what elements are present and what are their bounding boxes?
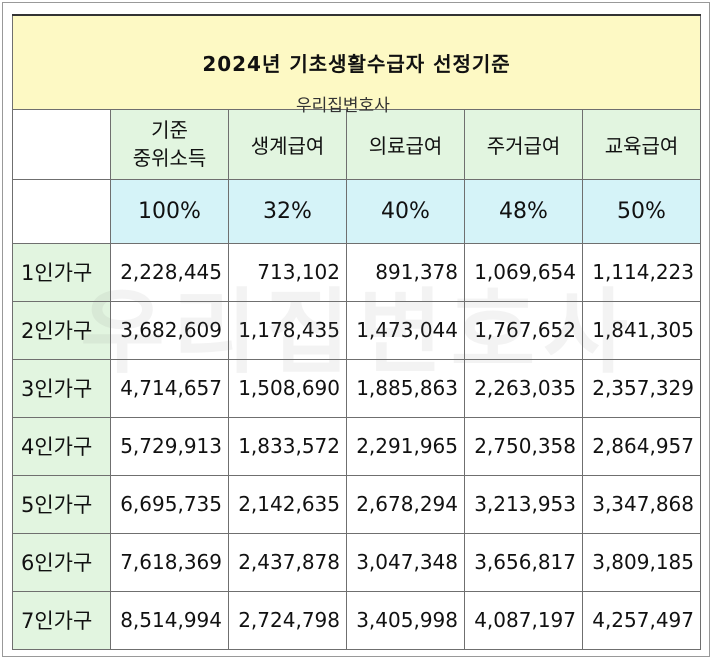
value-cell: 1,178,435 bbox=[228, 300, 347, 360]
household-label: 7인가구 bbox=[12, 590, 111, 650]
value-cell: 8,514,994 bbox=[110, 590, 229, 650]
header-livelihood: 생계급여 bbox=[228, 108, 347, 180]
header-median-line2: 중위소득 bbox=[132, 146, 207, 170]
value-cell: 5,729,913 bbox=[110, 416, 229, 476]
percent-row-label bbox=[12, 178, 111, 244]
value-cell: 4,257,497 bbox=[581, 590, 702, 650]
table-row: 3인가구 4,714,657 1,508,690 1,885,863 2,263,035… bbox=[12, 358, 702, 418]
value-cell: 1,508,690 bbox=[228, 358, 347, 418]
value-cell: 891,378 bbox=[346, 242, 465, 302]
percent-livelihood: 32% bbox=[228, 178, 347, 244]
value-cell: 2,437,878 bbox=[228, 532, 347, 592]
header-median-line1: 기준 bbox=[151, 118, 188, 142]
value-cell: 4,087,197 bbox=[464, 590, 583, 650]
watermark-caption: 우리집변호사 bbox=[296, 96, 390, 116]
value-cell: 1,473,044 bbox=[346, 300, 465, 360]
household-label: 5인가구 bbox=[12, 474, 111, 534]
table-row: 5인가구 6,695,735 2,142,635 2,678,294 3,213,953… bbox=[12, 474, 702, 534]
table-row: 4인가구 5,729,913 1,833,572 2,291,965 2,750,358… bbox=[12, 416, 702, 476]
criteria-table: 2024년 기초생활수급자 선정기준 기준 중위소득 생계급여 의료급여 주거급… bbox=[11, 14, 702, 650]
value-cell: 1,885,863 bbox=[346, 358, 465, 418]
household-label: 3인가구 bbox=[12, 358, 111, 418]
table-row: 7인가구 8,514,994 2,724,798 3,405,998 4,087,197… bbox=[12, 590, 702, 650]
household-label: 6인가구 bbox=[12, 532, 111, 592]
value-cell: 2,291,965 bbox=[346, 416, 465, 476]
header-housing: 주거급여 bbox=[464, 108, 583, 180]
household-label: 4인가구 bbox=[12, 416, 111, 476]
value-cell: 2,357,329 bbox=[581, 358, 702, 418]
value-cell: 2,724,798 bbox=[228, 590, 347, 650]
value-cell: 3,809,185 bbox=[581, 532, 702, 592]
table-row: 1인가구 2,228,445 713,102 891,378 1,069,654 1,11… bbox=[12, 242, 702, 302]
percent-median: 100% bbox=[110, 178, 229, 244]
table-row: 2인가구 3,682,609 1,178,435 1,473,044 1,767,652… bbox=[12, 300, 702, 360]
value-cell: 2,678,294 bbox=[346, 474, 465, 534]
value-cell: 2,142,635 bbox=[228, 474, 347, 534]
value-cell: 3,405,998 bbox=[346, 590, 465, 650]
percent-housing: 48% bbox=[464, 178, 583, 244]
value-cell: 6,695,735 bbox=[110, 474, 229, 534]
table-row: 6인가구 7,618,369 2,437,878 3,047,348 3,656,817… bbox=[12, 532, 702, 592]
value-cell: 1,069,654 bbox=[464, 242, 583, 302]
value-cell: 2,750,358 bbox=[464, 416, 583, 476]
household-label: 2인가구 bbox=[12, 300, 111, 360]
value-cell: 1,833,572 bbox=[228, 416, 347, 476]
household-label: 1인가구 bbox=[12, 242, 111, 302]
value-cell: 713,102 bbox=[228, 242, 347, 302]
value-cell: 1,767,652 bbox=[464, 300, 583, 360]
corner-cell bbox=[12, 108, 111, 180]
value-cell: 1,841,305 bbox=[581, 300, 702, 360]
header-median-income: 기준 중위소득 bbox=[110, 108, 229, 180]
header-medical: 의료급여 bbox=[346, 108, 465, 180]
header-education: 교육급여 bbox=[581, 108, 702, 180]
value-cell: 2,864,957 bbox=[581, 416, 702, 476]
percent-education: 50% bbox=[581, 178, 702, 244]
value-cell: 3,213,953 bbox=[464, 474, 583, 534]
watermark-background: 우리집변호사 bbox=[80, 279, 636, 386]
value-cell: 1,114,223 bbox=[581, 242, 702, 302]
value-cell: 3,347,868 bbox=[581, 474, 702, 534]
value-cell: 3,047,348 bbox=[346, 532, 465, 592]
percent-medical: 40% bbox=[346, 178, 465, 244]
value-cell: 4,714,657 bbox=[110, 358, 229, 418]
value-cell: 7,618,369 bbox=[110, 532, 229, 592]
value-cell: 3,656,817 bbox=[464, 532, 583, 592]
